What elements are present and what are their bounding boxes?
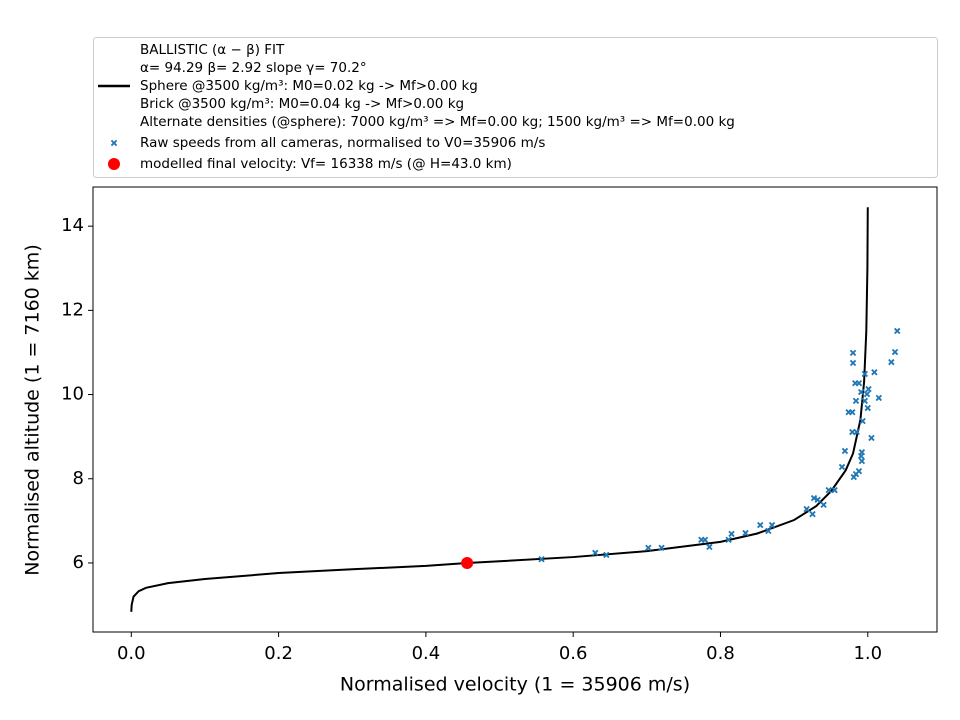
x-axis-title: Normalised velocity (1 = 35906 m/s): [340, 674, 690, 696]
y-tick-label: 10: [61, 384, 84, 405]
scatter-point: [852, 397, 860, 405]
scatter-point: [858, 449, 866, 456]
y-tick-label: 14: [61, 215, 84, 236]
scatter-point: [725, 536, 732, 544]
scatter-point: [838, 463, 846, 471]
x-tick-label: 0.0: [117, 643, 146, 664]
scatter-point: [768, 521, 776, 529]
legend-label: Alternate densities (@sphere): 7000 kg/m…: [140, 114, 735, 130]
scatter-point: [849, 349, 857, 357]
y-tick-label: 12: [61, 299, 84, 320]
scatter-point: [825, 486, 832, 494]
scatter-point: [849, 359, 857, 367]
scatter-point: [742, 529, 749, 537]
y-tick-label: 6: [73, 552, 84, 573]
legend-label: Brick @3500 kg/m³: M0=0.04 kg -> Mf>0.00…: [140, 96, 464, 112]
scatter-point: [831, 486, 838, 494]
scatter-point: [765, 527, 772, 535]
scatter-point: [849, 409, 856, 416]
scatter-point: [853, 428, 860, 436]
scatter-point: [809, 510, 816, 518]
legend-label: Raw speeds from all cameras, normalised …: [140, 135, 545, 151]
legend-label: modelled final velocity: Vf= 16338 m/s (…: [140, 156, 512, 172]
scatter-point: [858, 457, 866, 465]
scatter-point: [592, 549, 599, 557]
scatter-point: [891, 348, 899, 356]
legend-label: α= 94.29 β= 2.92 slope γ= 70.2°: [140, 60, 367, 76]
x-tick-label: 1.0: [853, 643, 882, 664]
scatter-point: [864, 404, 871, 412]
scatter-point: [538, 555, 545, 563]
scatter-point: [728, 530, 735, 538]
scatter-point: [871, 369, 878, 376]
legend-marker: [108, 158, 120, 170]
scatter-point: [894, 327, 901, 335]
x-tick-label: 0.4: [412, 643, 441, 664]
scatter-point: [868, 434, 875, 442]
y-tick-label: 8: [73, 468, 84, 489]
scatter-point: [865, 385, 872, 393]
plot-frame: [92, 186, 938, 633]
scatter-point: [810, 494, 818, 502]
scatter-point: [859, 417, 866, 425]
scatter-point: [706, 543, 713, 551]
line: [130, 207, 869, 612]
legend-box: [93, 37, 938, 178]
scatter-point: [861, 397, 869, 405]
scatter-point: [701, 536, 709, 544]
scatter-point: [814, 496, 821, 504]
scatter-point: [757, 521, 764, 529]
scatter-point: [855, 379, 863, 387]
x-tick-label: 0.6: [559, 643, 588, 664]
scatter-point: [855, 467, 863, 475]
legend-label: BALLISTIC (α − β) FIT: [140, 42, 285, 58]
scatter-point: [863, 390, 871, 398]
scatter-point: [861, 370, 869, 378]
scatter-point: [888, 358, 895, 366]
scatter-point: [875, 394, 883, 402]
scatter-point: [645, 544, 652, 551]
scatter-point: [658, 544, 665, 551]
x-tick-label: 0.8: [706, 643, 735, 664]
y-axis-title: Normalised altitude (1 = 7160 km): [22, 244, 44, 575]
final-point: [461, 556, 474, 569]
scatter-point: [841, 447, 849, 455]
x-tick-label: 0.2: [264, 643, 293, 664]
scatter-point: [803, 505, 810, 513]
scatter-point: [603, 551, 610, 559]
legend-marker: [110, 139, 118, 147]
scatter-point: [857, 388, 865, 396]
legend-label: Sphere @3500 kg/m³: M0=0.02 kg -> Mf>0.0…: [140, 78, 478, 94]
scatter-point: [820, 501, 827, 509]
